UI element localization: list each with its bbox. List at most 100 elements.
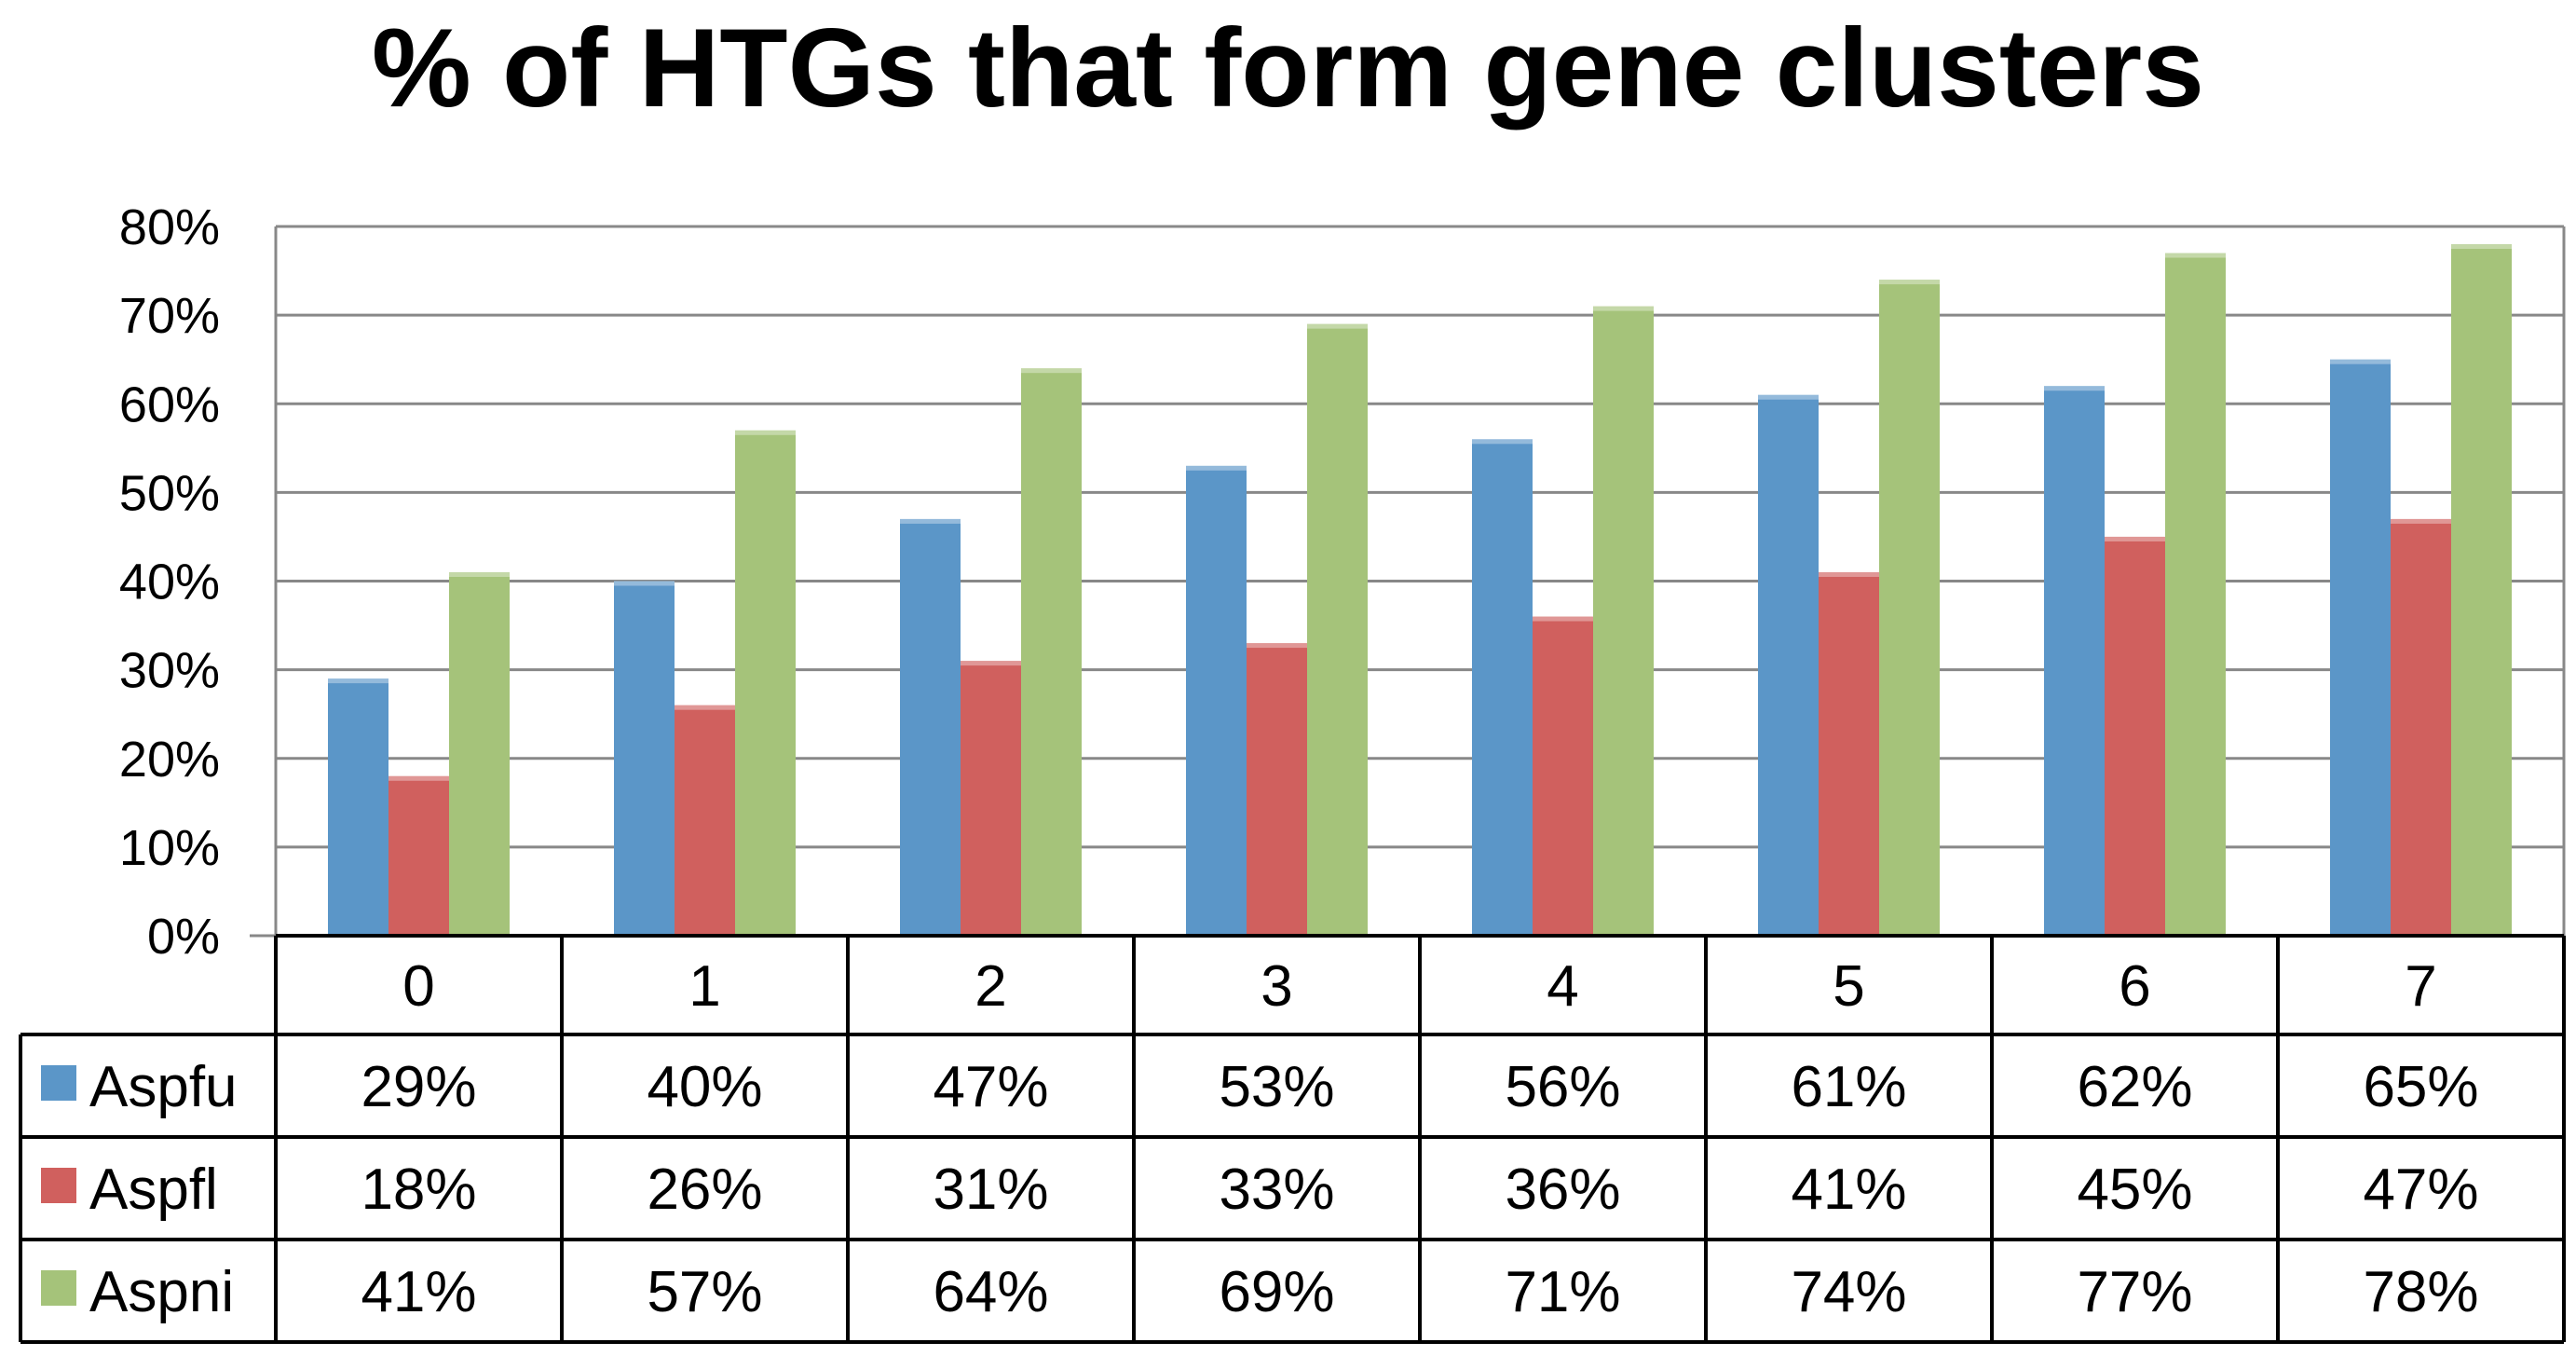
bar-aspni-6: Aspni 6: 77%	[2165, 253, 2226, 937]
bar-aspni-1: Aspni 1: 57%	[735, 430, 796, 937]
data-label: 77%	[2077, 1260, 2192, 1324]
bar-highlight	[1879, 280, 1940, 285]
bar-aspfl-4: Aspfl 4: 36%	[1533, 616, 1593, 936]
bar-aspfl-3: Aspfl 3: 33%	[1247, 643, 1307, 936]
bar-highlight	[2451, 244, 2512, 250]
legend-label-aspfu: Aspfu	[89, 1055, 238, 1119]
bar-highlight	[388, 775, 449, 781]
data-label: 64%	[933, 1260, 1048, 1324]
x-category-label: 3	[1261, 954, 1292, 1019]
bar-highlight	[1819, 571, 1879, 577]
data-label: 57%	[647, 1260, 762, 1324]
bar-aspfl-7: Aspfl 7: 47%	[2391, 518, 2451, 936]
data-label: 78%	[2363, 1260, 2478, 1324]
data-label: 47%	[933, 1055, 1048, 1119]
bar-highlight	[614, 581, 675, 586]
y-tick-label: 0%	[147, 909, 220, 965]
data-label: 62%	[2077, 1055, 2192, 1119]
legend-label-aspfl: Aspfl	[89, 1158, 218, 1222]
x-category-label: 7	[2405, 954, 2436, 1019]
chart-title: % of HTGs that form gene clusters	[372, 6, 2204, 130]
data-label: 41%	[361, 1260, 476, 1324]
bars: Aspfu 0: 29%Aspfl 0: 18%Aspni 0: 41% Aspf…	[328, 244, 2512, 937]
legend-key-aspfu	[41, 1065, 76, 1101]
bar-highlight	[1758, 394, 1819, 400]
bar-highlight	[2391, 518, 2451, 524]
bar-highlight	[2105, 536, 2165, 541]
bar-aspni-2: Aspni 2: 64%	[1021, 368, 1082, 936]
y-tick-label: 30%	[119, 643, 220, 699]
bar-highlight	[2330, 359, 2391, 364]
x-category-label: 0	[402, 954, 434, 1019]
y-tick-label: 70%	[119, 288, 220, 344]
bar-aspni-7: Aspni 7: 78%	[2451, 244, 2512, 936]
legend-label-aspni: Aspni	[89, 1260, 234, 1324]
bar-highlight	[1021, 368, 1082, 374]
data-label: 61%	[1791, 1055, 1906, 1119]
bar-highlight	[449, 571, 510, 577]
bar-aspfl-1: Aspfl 1: 26%	[675, 705, 735, 936]
data-label: 74%	[1791, 1260, 1906, 1324]
x-category-label: 2	[975, 954, 1006, 1019]
legend-key-aspfl	[41, 1168, 76, 1203]
data-label: 26%	[647, 1158, 762, 1222]
y-tick-label: 60%	[119, 377, 220, 432]
bar-highlight	[1533, 616, 1593, 622]
bar-highlight	[2044, 386, 2105, 391]
data-label: 18%	[361, 1158, 476, 1222]
bar-aspfl-5: Aspfl 5: 41%	[1819, 571, 1879, 936]
y-tick-label: 20%	[119, 732, 220, 788]
data-label: 33%	[1219, 1158, 1334, 1222]
bar-highlight	[1593, 306, 1654, 311]
data-label: 69%	[1219, 1260, 1334, 1324]
data-label: 56%	[1505, 1055, 1620, 1119]
bar-aspfu-6: Aspfu 6: 62%	[2044, 386, 2105, 937]
data-label: 65%	[2363, 1055, 2478, 1119]
bar-aspfu-5: Aspfu 5: 61%	[1758, 394, 1819, 936]
bar-aspfl-6: Aspfl 6: 45%	[2105, 536, 2165, 936]
bar-aspni-5: Aspni 5: 74%	[1879, 280, 1940, 936]
bar-aspfu-0: Aspfu 0: 29%	[328, 678, 388, 936]
bar-aspni-0: Aspni 0: 41%	[449, 571, 510, 936]
bar-aspfu-4: Aspfu 4: 56%	[1472, 439, 1533, 936]
data-label: 31%	[933, 1158, 1048, 1222]
y-tick-label: 80%	[119, 199, 220, 255]
data-label: 71%	[1505, 1260, 1620, 1324]
y-tick-label: 10%	[119, 820, 220, 876]
bar-highlight	[1307, 323, 1368, 329]
bar-aspfu-2: Aspfu 2: 47%	[900, 518, 961, 936]
data-label: 40%	[647, 1055, 762, 1119]
data-label: 45%	[2077, 1158, 2192, 1222]
bar-highlight	[1247, 643, 1307, 649]
y-tick-label: 40%	[119, 555, 220, 610]
bar-highlight	[1186, 465, 1247, 471]
data-label: 47%	[2363, 1158, 2478, 1222]
bar-aspfu-7: Aspfu 7: 65%	[2330, 359, 2391, 936]
bar-highlight	[328, 678, 388, 684]
bar-highlight	[1472, 439, 1533, 445]
bar-aspni-4: Aspni 4: 71%	[1593, 306, 1654, 936]
bar-highlight	[675, 705, 735, 710]
y-axis: 0% 10% 20% 30% 40% 50% 60% 70% 80%	[119, 199, 220, 965]
x-category-label: 5	[1833, 954, 1864, 1019]
data-label: 41%	[1791, 1158, 1906, 1222]
bar-aspni-3: Aspni 3: 69%	[1307, 323, 1368, 936]
y-tick-label: 50%	[119, 465, 220, 521]
x-category-label: 6	[2119, 954, 2150, 1019]
bar-aspfl-0: Aspfl 0: 18%	[388, 775, 449, 936]
bar-highlight	[735, 430, 796, 435]
data-table: 0 1 2 3 4 5 6 7 Aspfu 29% 40% 47% 53% 56% 61% 62% 65% Asp…	[19, 934, 2566, 1344]
data-label: 29%	[361, 1055, 476, 1119]
legend-key-aspni	[41, 1270, 76, 1306]
bar-aspfl-2: Aspfl 2: 31%	[961, 661, 1021, 936]
x-category-label: 4	[1547, 954, 1578, 1019]
bar-highlight	[900, 518, 961, 524]
bar-highlight	[961, 661, 1021, 666]
data-label: 36%	[1505, 1158, 1620, 1222]
bar-highlight	[2165, 253, 2226, 258]
bar-aspfu-3: Aspfu 3: 53%	[1186, 465, 1247, 936]
x-category-label: 1	[688, 954, 720, 1019]
bar-aspfu-1: Aspfu 1: 40%	[614, 581, 675, 936]
data-label: 53%	[1219, 1055, 1334, 1119]
